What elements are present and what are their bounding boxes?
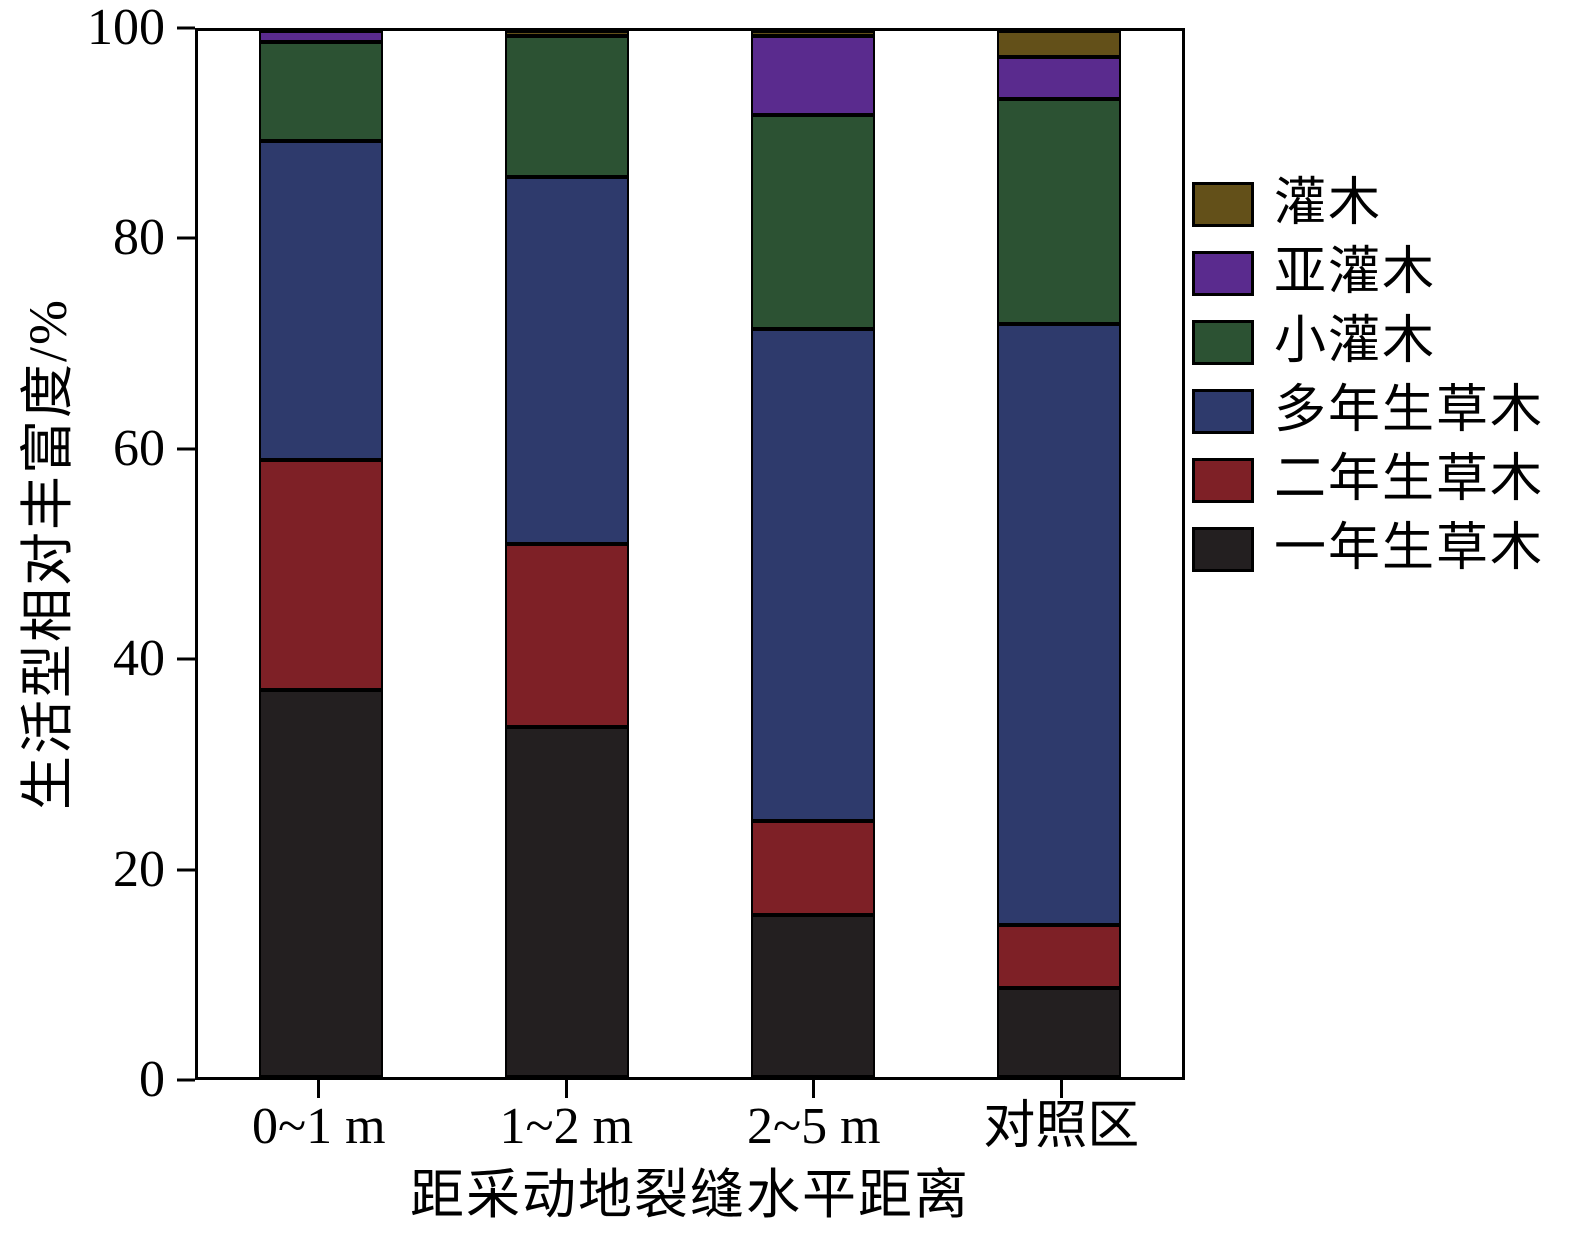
bar-segment-多年生草木 (997, 323, 1121, 926)
bar-segment-小灌木 (259, 41, 383, 141)
x-category-label: 1~2 m (499, 1098, 634, 1155)
x-tick-slot (443, 1080, 690, 1100)
bar-segment-灌木 (751, 31, 875, 37)
x-category-label: 2~5 m (746, 1098, 881, 1155)
x-axis-labels: 0~1 m 1~2 m 2~5 m 对照区 (195, 1098, 1185, 1155)
legend-swatch (1192, 526, 1254, 572)
bar-segment-多年生草木 (259, 140, 383, 460)
bar-segment-一年生草木 (751, 914, 875, 1077)
bar-segment-小灌木 (997, 99, 1121, 324)
legend-label: 多年生草木 (1274, 382, 1545, 439)
bar-segment-二年生草木 (505, 543, 629, 727)
bar-segment-灌木 (505, 31, 629, 37)
bar-segment-亚灌木 (259, 31, 383, 42)
bar-segment-多年生草木 (751, 329, 875, 821)
x-tick-slot (690, 1080, 937, 1100)
bar-segment-二年生草木 (259, 459, 383, 690)
bar-segment-二年生草木 (997, 925, 1121, 989)
x-tick-slot (938, 1080, 1185, 1100)
x-category-label: 0~1 m (251, 1098, 386, 1155)
y-tick-mark (177, 868, 195, 872)
x-tick-mark (812, 1080, 816, 1098)
bar-segment-一年生草木 (505, 726, 629, 1077)
bar-segment-二年生草木 (751, 820, 875, 915)
legend-label: 灌木 (1274, 175, 1383, 232)
plot-area (195, 28, 1185, 1080)
legend-swatch (1192, 457, 1254, 503)
y-tick-label: 0 (139, 1051, 165, 1108)
legend-swatch (1192, 250, 1254, 296)
legend-item-灌木: 灌木 (1192, 178, 1544, 230)
y-axis: 0 20 40 60 80 100 (0, 2, 195, 1106)
bar-segment-小灌木 (505, 36, 629, 178)
legend-label: 亚灌木 (1274, 244, 1437, 301)
x-tick-mark (1059, 1080, 1063, 1098)
legend: 灌木亚灌木小灌木多年生草木二年生草木一年生草木 (1192, 178, 1544, 575)
x-axis-ticks (195, 1080, 1185, 1100)
bar-segment-亚灌木 (997, 57, 1121, 100)
legend-item-小灌木: 小灌木 (1192, 316, 1544, 368)
legend-swatch (1192, 181, 1254, 227)
x-tick-mark (564, 1080, 568, 1098)
bar-segment-一年生草木 (997, 988, 1121, 1077)
bar-对照区 (997, 31, 1121, 1077)
x-axis-title: 距采动地裂缝水平距离 (410, 1165, 970, 1225)
y-tick-label: 40 (113, 630, 165, 688)
y-tick-mark (177, 26, 195, 30)
x-category-label: 对照区 (983, 1098, 1140, 1155)
legend-label: 小灌木 (1274, 313, 1437, 370)
legend-label: 二年生草木 (1274, 451, 1545, 508)
x-tick-slot (195, 1080, 442, 1100)
y-tick-label: 80 (113, 209, 165, 267)
bar-segment-灌木 (997, 31, 1121, 58)
y-tick-mark (177, 447, 195, 451)
legend-label: 一年生草木 (1274, 520, 1545, 577)
bars (198, 31, 1182, 1077)
legend-item-多年生草木: 多年生草木 (1192, 385, 1544, 437)
legend-item-一年生草木: 一年生草木 (1192, 523, 1544, 575)
y-tick-label: 60 (113, 419, 165, 477)
bar-segment-多年生草木 (505, 177, 629, 544)
legend-swatch (1192, 388, 1254, 434)
y-tick-mark (177, 236, 195, 240)
bar-segment-小灌木 (751, 114, 875, 330)
y-tick-label: 100 (87, 0, 165, 56)
x-tick-mark (317, 1080, 321, 1098)
y-tick-mark (177, 657, 195, 661)
legend-item-亚灌木: 亚灌木 (1192, 247, 1544, 299)
legend-swatch (1192, 319, 1254, 365)
legend-item-二年生草木: 二年生草木 (1192, 454, 1544, 506)
bar-1~2 m (505, 31, 629, 1077)
y-tick-mark (177, 1078, 195, 1082)
bar-segment-一年生草木 (259, 689, 383, 1077)
bar-0~1 m (259, 31, 383, 1077)
bar-2~5 m (751, 31, 875, 1077)
bar-segment-亚灌木 (751, 36, 875, 115)
y-tick-label: 20 (113, 840, 165, 898)
